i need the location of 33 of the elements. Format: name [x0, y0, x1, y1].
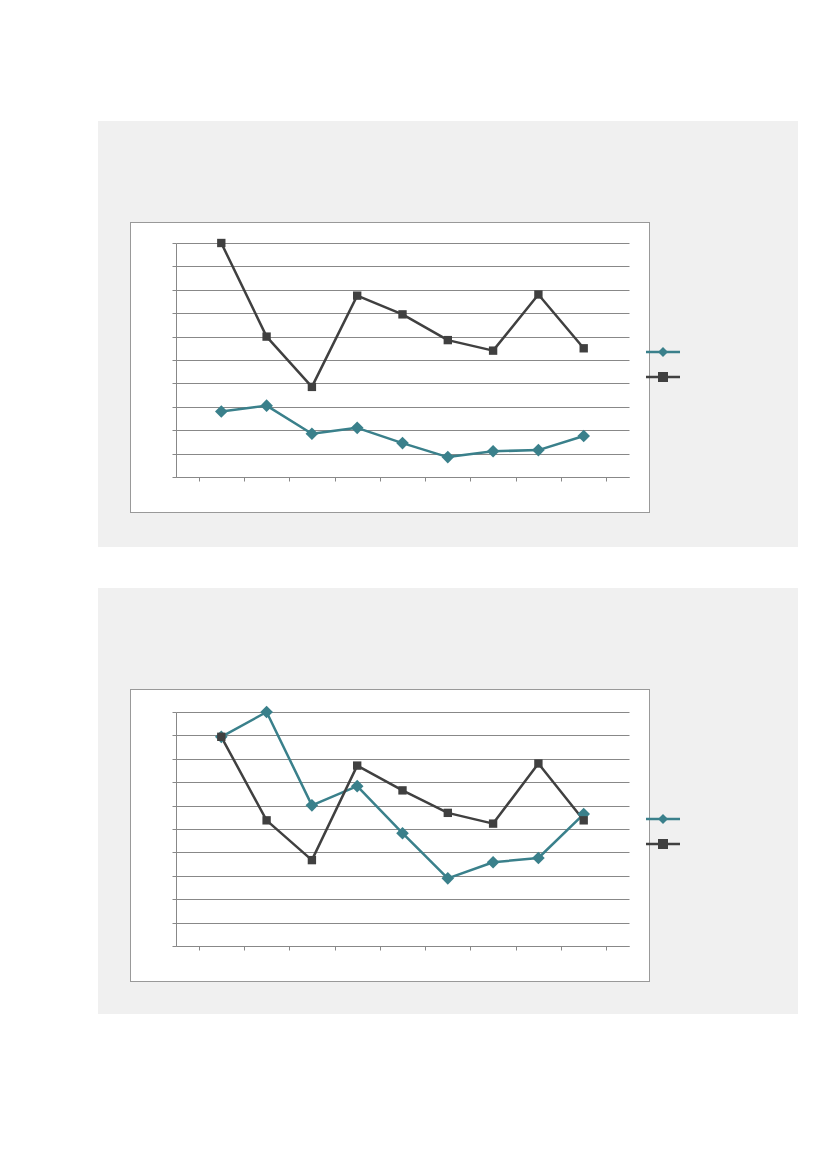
point	[214, 405, 228, 418]
point	[488, 346, 498, 355]
point	[486, 855, 500, 869]
point	[579, 344, 588, 353]
point	[350, 421, 364, 435]
point	[217, 238, 226, 248]
point	[443, 335, 452, 345]
point	[534, 290, 543, 299]
point	[350, 779, 364, 793]
point	[305, 799, 319, 812]
point	[305, 427, 319, 441]
point	[577, 429, 591, 443]
point	[443, 808, 452, 818]
point	[262, 816, 271, 825]
point	[307, 382, 317, 392]
point	[396, 826, 409, 840]
point	[396, 436, 409, 450]
point	[579, 816, 588, 825]
point	[532, 443, 545, 457]
point	[486, 444, 500, 458]
point	[262, 332, 271, 341]
point	[307, 855, 317, 865]
point	[260, 705, 273, 719]
point	[488, 819, 498, 828]
point	[398, 786, 407, 795]
point	[260, 399, 273, 412]
point	[441, 872, 455, 885]
point	[441, 450, 455, 464]
point	[353, 761, 362, 770]
point	[534, 759, 543, 768]
point	[532, 851, 545, 865]
point	[353, 291, 362, 300]
point	[398, 310, 407, 319]
